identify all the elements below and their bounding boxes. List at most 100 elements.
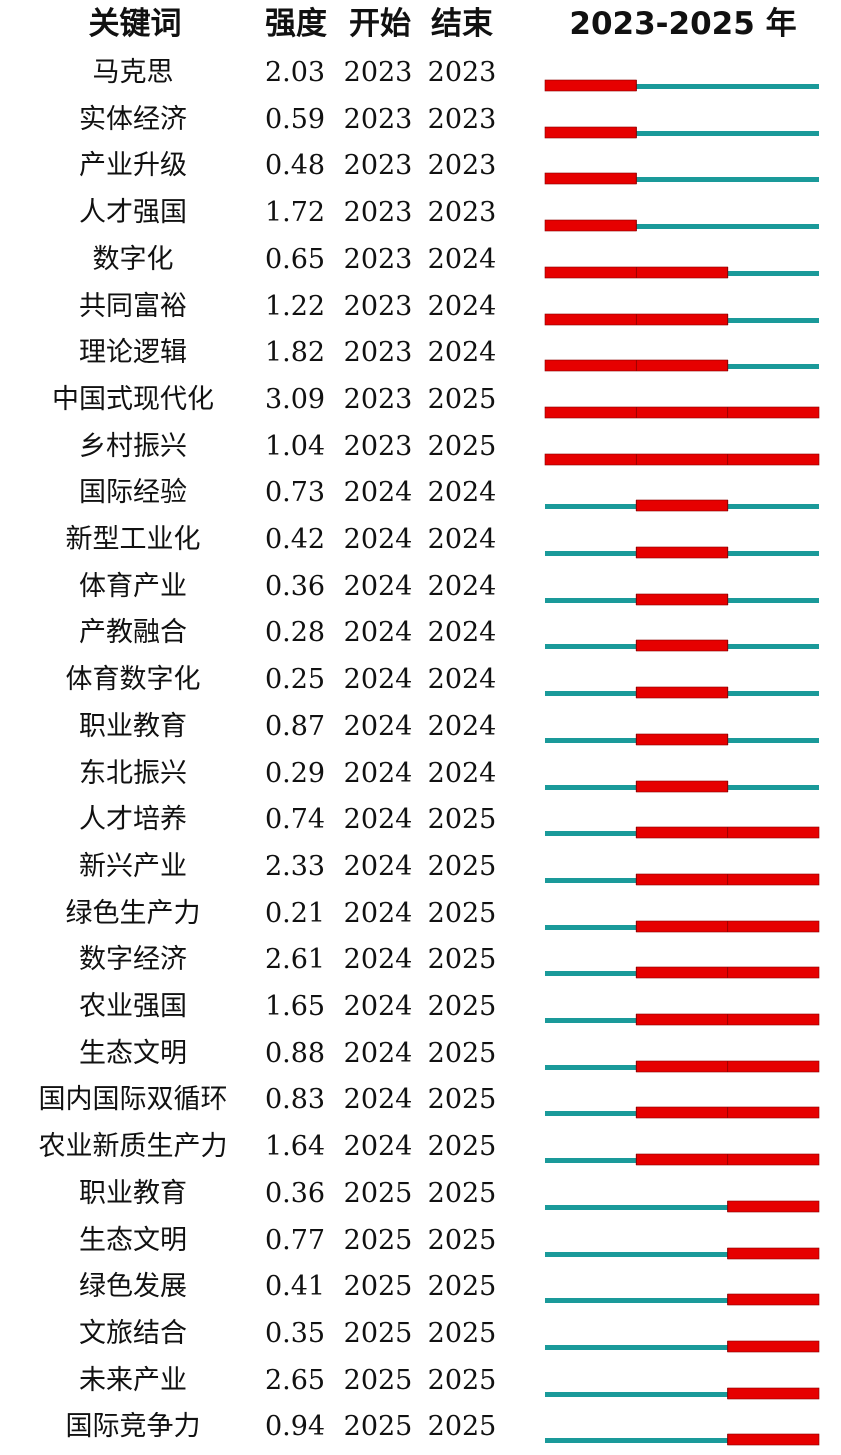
timeline-baseline — [545, 1344, 819, 1350]
begin-year: 2023 — [343, 290, 413, 322]
burst-timeline — [544, 219, 819, 232]
table-row: 数字经济 2.61 2024 2025 — [0, 937, 841, 983]
burst-timeline — [545, 1293, 820, 1306]
begin-year: 2025 — [343, 1224, 413, 1256]
keyword-label: 农业新质生产力 — [38, 1131, 228, 1163]
burst-bar — [636, 640, 728, 652]
strength-value: 0.41 — [264, 1271, 326, 1303]
strength-value: 0.59 — [264, 103, 326, 135]
begin-year: 2024 — [343, 1037, 413, 1069]
begin-year: 2024 — [343, 804, 413, 836]
end-year: 2024 — [427, 757, 497, 789]
begin-year: 2025 — [343, 1177, 413, 1209]
burst-timeline — [545, 1153, 820, 1166]
header-keyword: 关键词 — [88, 6, 182, 42]
table-row: 数字化 0.65 2023 2024 — [0, 237, 841, 283]
end-year: 2023 — [427, 197, 497, 229]
end-year: 2025 — [427, 1317, 497, 1349]
table-row: 产教融合 0.28 2024 2024 — [0, 610, 841, 656]
table-row: 体育产业 0.36 2024 2024 — [0, 564, 841, 610]
end-year: 2024 — [427, 617, 497, 649]
begin-year: 2024 — [343, 617, 413, 649]
table-row: 新兴产业 2.33 2024 2025 — [0, 844, 841, 890]
burst-bar — [727, 1340, 820, 1353]
burst-bar — [544, 126, 637, 138]
end-year: 2023 — [427, 103, 497, 135]
burst-bar — [727, 1293, 820, 1306]
keyword-label: 人才培养 — [79, 804, 187, 836]
table-row: 体育数字化 0.25 2024 2024 — [0, 657, 841, 703]
table-row: 职业教育 0.87 2024 2024 — [0, 704, 841, 750]
strength-value: 0.25 — [264, 664, 326, 696]
table-row: 农业新质生产力 1.64 2024 2025 — [0, 1124, 841, 1170]
burst-bar — [544, 173, 637, 185]
end-year: 2024 — [427, 477, 497, 509]
keyword-label: 中国式现代化 — [52, 383, 214, 415]
keyword-label: 体育产业 — [79, 570, 187, 602]
end-year: 2023 — [427, 150, 497, 182]
end-year: 2025 — [427, 1084, 497, 1116]
strength-value: 0.48 — [264, 150, 326, 182]
begin-year: 2024 — [343, 897, 413, 929]
strength-value: 1.72 — [264, 197, 326, 229]
begin-year: 2024 — [343, 1131, 413, 1163]
end-year: 2025 — [427, 1037, 497, 1069]
end-year: 2025 — [427, 991, 497, 1022]
keyword-label: 生态文明 — [79, 1037, 187, 1069]
strength-value: 1.64 — [264, 1131, 326, 1163]
strength-value: 0.35 — [264, 1317, 326, 1349]
strength-value: 0.77 — [264, 1224, 326, 1256]
end-year: 2024 — [427, 290, 497, 322]
keyword-label: 职业教育 — [79, 710, 187, 742]
keyword-label: 乡村振兴 — [79, 430, 187, 462]
strength-value: 2.61 — [264, 944, 326, 976]
strength-value: 1.65 — [264, 991, 326, 1022]
keyword-label: 理论逻辑 — [79, 337, 187, 369]
table-row: 国内国际双循环 0.83 2024 2025 — [0, 1077, 841, 1123]
keyword-label: 文旅结合 — [79, 1317, 187, 1349]
burst-timeline — [544, 406, 820, 419]
burst-timeline — [544, 173, 819, 185]
strength-value: 2.65 — [264, 1364, 326, 1396]
begin-year: 2023 — [343, 150, 413, 182]
burst-bar — [544, 219, 637, 232]
timeline-baseline — [545, 1204, 819, 1210]
keyword-label: 职业教育 — [79, 1177, 187, 1209]
keyword-label: 体育数字化 — [65, 664, 201, 696]
keyword-label: 生态文明 — [79, 1224, 187, 1256]
begin-year: 2023 — [343, 430, 413, 462]
keyword-label: 农业强国 — [79, 991, 187, 1022]
end-year: 2025 — [427, 430, 497, 462]
begin-year: 2024 — [343, 850, 413, 882]
burst-timeline — [544, 453, 820, 465]
burst-bar — [544, 453, 820, 465]
table-row: 马克思 2.03 2023 2023 — [0, 50, 841, 96]
burst-timeline — [545, 1340, 820, 1353]
burst-bar — [727, 1247, 820, 1259]
header-strength: 强度 — [265, 6, 327, 42]
burst-timeline — [545, 920, 820, 932]
table-row: 理论逻辑 1.82 2023 2024 — [0, 330, 841, 376]
keyword-label: 国内国际双循环 — [38, 1084, 228, 1116]
burst-bar — [727, 1387, 820, 1399]
strength-value: 0.73 — [264, 477, 326, 509]
burst-timeline — [545, 1387, 820, 1399]
burst-bar — [636, 546, 728, 559]
table-row: 绿色发展 0.41 2025 2025 — [0, 1264, 841, 1310]
begin-year: 2024 — [343, 1084, 413, 1116]
burst-timeline — [544, 359, 819, 372]
begin-year: 2024 — [343, 570, 413, 602]
begin-year: 2023 — [343, 337, 413, 369]
begin-year: 2024 — [343, 477, 413, 509]
burst-timeline — [545, 546, 819, 559]
table-row: 农业强国 1.65 2024 2025 — [0, 984, 841, 1030]
burst-timeline — [545, 593, 819, 605]
keyword-label: 绿色生产力 — [65, 897, 201, 929]
keyword-label: 绿色发展 — [79, 1271, 187, 1303]
keyword-label: 人才强国 — [79, 197, 187, 229]
burst-bar — [636, 593, 728, 605]
begin-year: 2024 — [343, 524, 413, 555]
end-year: 2024 — [427, 524, 497, 555]
table-row: 中国式现代化 3.09 2023 2025 — [0, 377, 841, 423]
